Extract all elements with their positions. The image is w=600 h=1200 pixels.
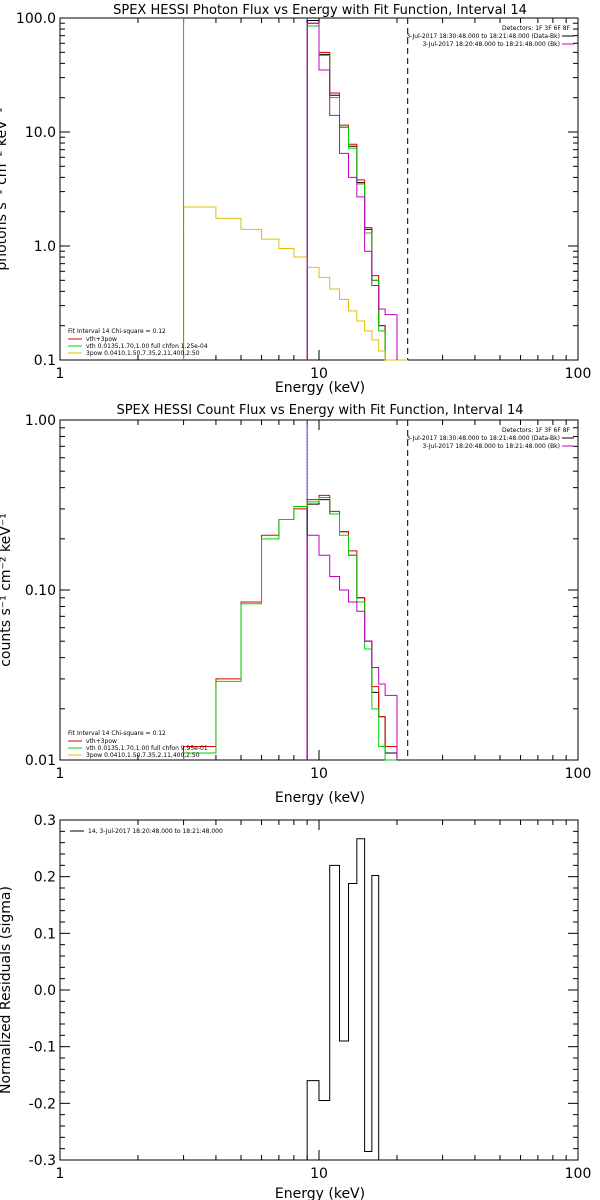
residuals-panel: 1 10 100 -0.3 -0.2 -0.1 0.0 0.1 0.2 0.3 Energy (k…	[0, 813, 591, 1200]
photon-x-tick-label: 10	[310, 366, 328, 382]
count-legend-vth: vth 0.0135,1.70,1.00 full chfon 9.95e-01	[86, 745, 208, 752]
residuals-y-tick-label: 0.1	[34, 926, 56, 942]
count-y-tick-label: 1.00	[25, 413, 56, 429]
residuals-x-tick-label: 100	[565, 1166, 592, 1182]
photon-x-tick-label: 1	[56, 366, 65, 382]
photon-plot-marks: 1 10 100 0.1 1.0 10.0 100.0	[16, 11, 591, 382]
photon-x-axis-label: Energy (keV)	[275, 380, 365, 396]
photon-flux-panel: SPEX HESSI Photon Flux vs Energy with Fi…	[0, 3, 591, 396]
count-series-3-3-jul-2017-18-20-48-000-to-18-	[306, 534, 398, 760]
count-legend-top-line-1: Detectors: 1F 3F 6F 8F	[502, 427, 571, 434]
photon-y-tick-label: 10.0	[25, 125, 56, 141]
count-legend-fit-interval: Fit Interval 14 Chi-square = 0.12	[68, 730, 166, 737]
count-series-0-data	[306, 499, 398, 760]
photon-y-tick-label: 100.0	[16, 11, 56, 27]
residuals-y-tick-label: -0.2	[29, 1096, 56, 1112]
photon-legend-3pow: 3pow 0.0410,1.50,7.35,2.11,400,2.50	[86, 350, 200, 357]
count-plot-marks: 1 10 100 0.01 0.10 1.00	[25, 413, 592, 782]
residuals-y-tick-label: -0.1	[29, 1040, 56, 1056]
photon-legend-top-line-2: 3-Jul-2017 18:30:48.000 to 18:21:48.000 …	[406, 33, 560, 40]
residuals-series-0-14-3-jul-2017-18-20-48-000-to-	[306, 838, 408, 1161]
photon-y-axis-label: photons s⁻¹ cm⁻² keV⁻¹	[0, 107, 10, 270]
residuals-plot-marks: 1 10 100 -0.3 -0.2 -0.1 0.0 0.1 0.2 0.3	[29, 813, 592, 1182]
count-y-tick-label: 0.10	[25, 583, 56, 599]
residuals-y-tick-label: 0.0	[34, 983, 56, 999]
residuals-y-tick-label: 0.3	[34, 813, 56, 829]
residuals-y-tick-label: -0.3	[29, 1153, 56, 1169]
count-legend-vth3pow: vth+3pow	[86, 738, 117, 745]
count-series-2-vth-0-0135-1-70-1-00-full-chfo	[183, 497, 397, 761]
residuals-plot-frame	[59, 819, 579, 1161]
photon-series-4-3-jul-2017-18-20-48-000-to-18-	[306, 22, 398, 360]
residuals-legend-label: 14, 3-Jul-2017 18:20:48.000 to 18:21:48.…	[88, 828, 223, 835]
count-legend-top-line-3: 3-Jul-2017 18:20:48.000 to 18:21:48.000 …	[422, 443, 560, 450]
count-x-tick-label: 100	[565, 766, 592, 782]
residuals-y-axis-label: Normalized Residuals (sigma)	[0, 886, 14, 1094]
photon-y-tick-label: 0.1	[34, 353, 56, 369]
photon-series-3-3pow-0-0410-1-50-7-35-2-11-400	[183, 206, 408, 361]
count-y-axis-label: counts s⁻¹ cm⁻² keV⁻¹	[0, 513, 14, 667]
photon-y-tick-label: 1.0	[34, 239, 56, 255]
photon-series-2-vth-0-0135-1-70-1-00-full-chfo	[306, 25, 397, 361]
count-x-tick-label: 10	[310, 766, 328, 782]
residuals-x-tick-label: 1	[56, 1166, 65, 1182]
count-x-axis-label: Energy (keV)	[275, 790, 365, 806]
count-y-tick-label: 0.01	[25, 753, 56, 769]
count-chart-title: SPEX HESSI Count Flux vs Energy with Fit…	[116, 403, 523, 418]
residuals-x-tick-label: 10	[310, 1166, 328, 1182]
count-flux-panel: SPEX HESSI Count Flux vs Energy with Fit…	[0, 403, 591, 806]
photon-chart-title: SPEX HESSI Photon Flux vs Energy with Fi…	[113, 3, 527, 18]
residuals-x-axis-label: Energy (keV)	[275, 1186, 365, 1200]
count-x-tick-label: 1	[56, 766, 65, 782]
count-plot-frame	[59, 419, 579, 761]
photon-x-tick-label: 100	[565, 366, 592, 382]
count-legend-3pow: 3pow 0.0410,1.50,7.35,2.11,400,2.50	[86, 752, 200, 759]
photon-legend-vth: vth 0.0135,1.70,1.00 full chfon 1.25e-04	[86, 343, 208, 350]
photon-legend-top-line-3: 3-Jul-2017 18:20:48.000 to 18:21:48.000 …	[422, 41, 560, 48]
photon-legend-vth3pow: vth+3pow	[86, 336, 117, 343]
residuals-y-tick-label: 0.2	[34, 870, 56, 886]
photon-legend-fit-interval: Fit Interval 14 Chi-square = 0.12	[68, 328, 166, 335]
count-legend-top-line-2: 3-Jul-2017 18:30:48.000 to 18:21:48.000 …	[406, 435, 560, 442]
photon-legend-top-line-1: Detectors: 1F 3F 6F 8F	[502, 25, 571, 32]
